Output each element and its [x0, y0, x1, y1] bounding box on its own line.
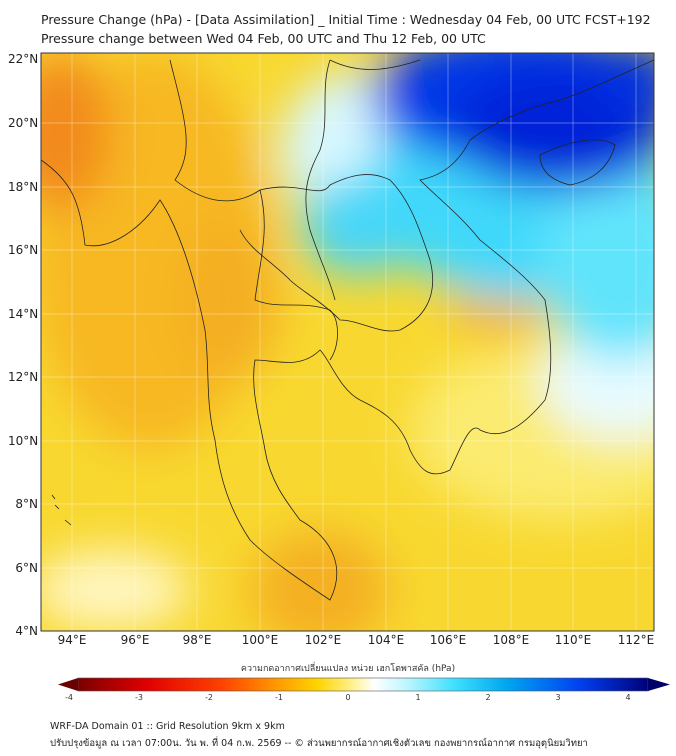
pressure-field [41, 53, 654, 631]
colorbar-bar [77, 677, 649, 692]
lon-label: 94°E [57, 633, 87, 647]
lat-label: 10°N [8, 434, 39, 448]
colorbar-tick: 0 [345, 693, 351, 702]
lat-label: 8°N [15, 497, 38, 511]
colorbar-max-extend [648, 678, 670, 691]
lon-label: 110°E [554, 633, 592, 647]
lat-label: 20°N [8, 116, 39, 130]
lon-label: 102°E [304, 633, 342, 647]
colorbar-tick: -4 [65, 693, 73, 702]
footer-model-info: WRF-DA Domain 01 :: Grid Resolution 9km … [50, 721, 285, 732]
lat-label: 22°N [8, 52, 39, 66]
colorbar [58, 677, 670, 692]
colorbar-min-extend [58, 678, 78, 691]
lon-label: 108°E [492, 633, 530, 647]
lat-label: 12°N [8, 370, 39, 384]
colorbar-tick: -2 [205, 693, 213, 702]
chart-title: Pressure Change (hPa) - [Data Assimilati… [41, 12, 651, 27]
colorbar-tick: 1 [415, 693, 421, 702]
grid-lines [41, 53, 654, 631]
lat-label: 16°N [8, 243, 39, 257]
lon-label: 104°E [367, 633, 405, 647]
lon-label: 98°E [182, 633, 212, 647]
lat-label: 6°N [15, 561, 38, 575]
lat-label: 4°N [15, 624, 38, 638]
map-frame [40, 52, 655, 632]
lon-label: 112°E [617, 633, 655, 647]
colorbar-title: ความกดอากาศเปลี่ยนแปลง หน่วย เฮกโตพาสคัล… [240, 664, 456, 674]
colorbar-tick: -1 [275, 693, 283, 702]
colorbar-tick: 4 [625, 693, 631, 702]
lon-label: 106°E [429, 633, 467, 647]
colorbar-tick: 2 [485, 693, 491, 702]
chart-subtitle: Pressure change between Wed 04 Feb, 00 U… [41, 31, 486, 46]
colorbar-tick: -3 [135, 693, 143, 702]
colorbar-tick: 3 [555, 693, 561, 702]
lon-label: 100°E [241, 633, 279, 647]
coastlines-borders [41, 59, 654, 601]
lon-label: 96°E [120, 633, 150, 647]
footer-credit: ปรับปรุงข้อมูล ณ เวลา 07:00น. วัน พ. ที่… [50, 738, 588, 749]
lat-label: 18°N [8, 180, 39, 194]
lat-label: 14°N [8, 307, 39, 321]
